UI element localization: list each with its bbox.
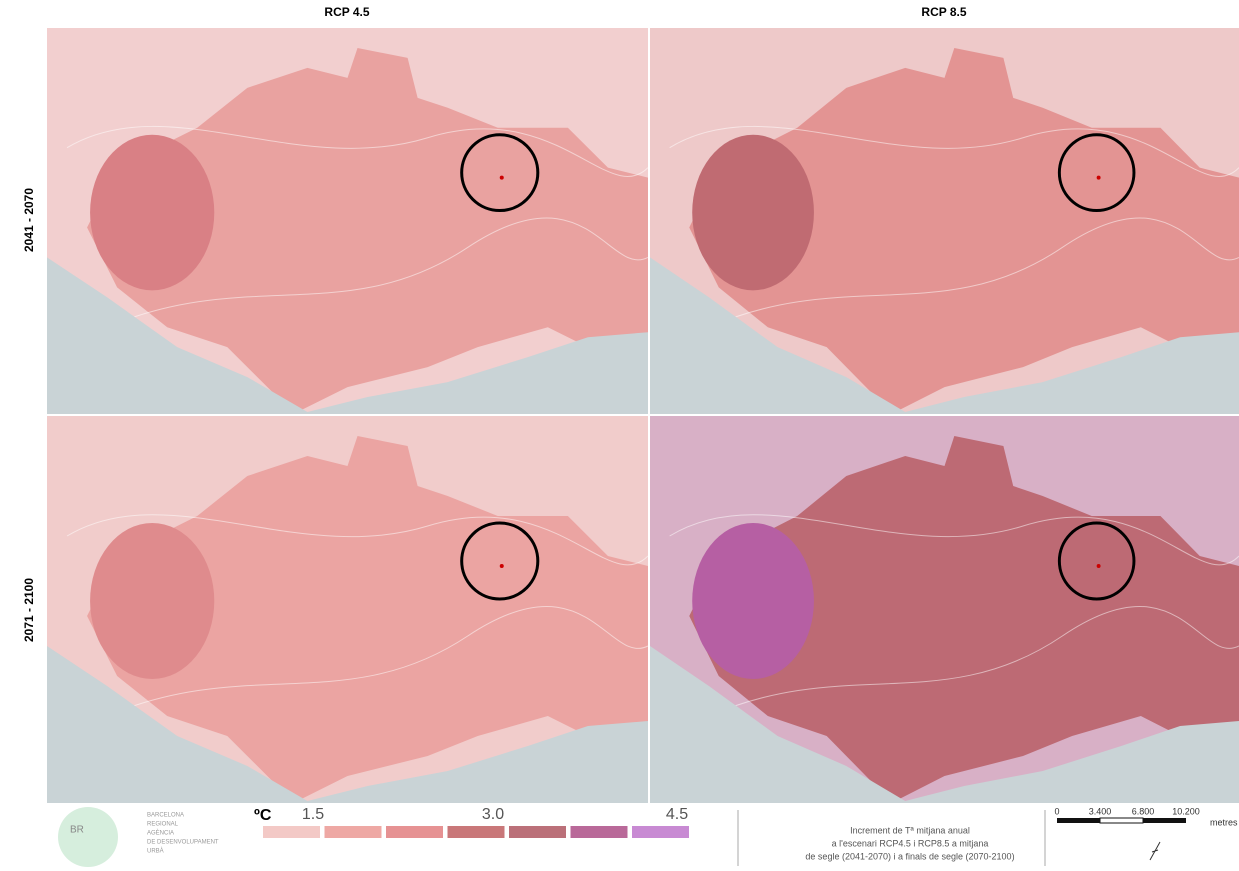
north-arrow xyxy=(1150,842,1160,860)
description-line: a l'escenari RCP4.5 i RCP8.5 a mitjana xyxy=(832,838,989,848)
logo-circle xyxy=(58,807,118,867)
scale-label: 10.200 xyxy=(1172,806,1200,816)
description-line: Increment de Tª mitjana anual xyxy=(850,825,970,835)
legend-swatch xyxy=(632,826,689,838)
massif xyxy=(90,135,214,291)
logo-text: BARCELONA REGIONAL AGÈNCIA DE DESENVOLUPAME… xyxy=(147,813,219,855)
legend-swatch xyxy=(448,826,505,838)
logo-mark: BR xyxy=(70,825,84,836)
figure: RCP 4.5 RCP 8.5 2041 - 2070 2071 - 2100 … xyxy=(0,0,1239,871)
legend-swatch xyxy=(386,826,443,838)
logo-line: AGÈNCIA xyxy=(147,830,174,837)
point xyxy=(500,564,504,568)
map-panel xyxy=(650,28,1239,414)
scale-segment xyxy=(1057,818,1100,823)
legend-swatch xyxy=(325,826,382,838)
legend-unit: ºC xyxy=(254,807,272,824)
map-panels xyxy=(47,28,1239,803)
point xyxy=(1097,564,1101,568)
logo-line: DE DESENVOLUPAMENT xyxy=(147,840,219,846)
row-header: 2071 - 2100 xyxy=(22,578,36,642)
massif xyxy=(692,523,814,679)
map-panel xyxy=(47,28,648,414)
column-header: RCP 4.5 xyxy=(324,5,369,19)
map-panel xyxy=(650,416,1239,803)
scale-unit: metres xyxy=(1210,817,1238,827)
legend-label: 1.5 xyxy=(302,806,324,823)
massif xyxy=(692,135,814,291)
legend-swatch xyxy=(509,826,566,838)
map-panel xyxy=(47,416,648,803)
scale-label: 6.800 xyxy=(1132,806,1155,816)
point xyxy=(1097,176,1101,180)
logo-line: BARCELONA xyxy=(147,813,184,819)
scale-segment xyxy=(1100,818,1143,823)
massif xyxy=(90,523,214,679)
row-header: 2041 - 2070 xyxy=(22,188,36,252)
scale-label: 0 xyxy=(1054,806,1059,816)
logo-line: URBÀ xyxy=(147,848,164,855)
legend-swatch xyxy=(571,826,628,838)
point xyxy=(500,176,504,180)
legend-label: 4.5 xyxy=(666,806,688,823)
legend-label: 3.0 xyxy=(482,806,504,823)
legend-swatches xyxy=(263,826,689,838)
page: RCP 4.5 RCP 8.5 2041 - 2070 2071 - 2100 … xyxy=(0,0,1239,871)
description-line: de segle (2041-2070) i a finals de segle… xyxy=(805,851,1014,861)
scale-label: 3.400 xyxy=(1089,806,1112,816)
legend-swatch xyxy=(263,826,320,838)
logo-line: REGIONAL xyxy=(147,822,179,828)
scale-segment xyxy=(1143,818,1186,823)
column-header: RCP 8.5 xyxy=(921,5,966,19)
